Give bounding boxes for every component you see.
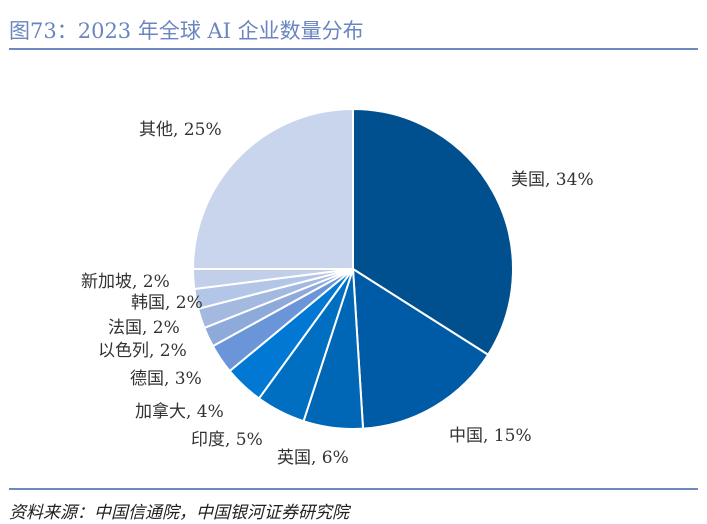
slice-label: 以色列, 2% bbox=[98, 341, 187, 361]
figure-title: 图73：2023 年全球 AI 企业数量分布 bbox=[9, 19, 364, 43]
slice-label: 英国, 6% bbox=[277, 448, 349, 468]
pie-slice-中国 bbox=[351, 267, 490, 430]
title-rule bbox=[9, 48, 698, 50]
slice-label: 法国, 2% bbox=[108, 318, 180, 338]
slice-label: 德国, 3% bbox=[130, 369, 202, 389]
slice-label: 其他, 25% bbox=[139, 120, 222, 140]
slice-label: 中国, 15% bbox=[449, 426, 532, 446]
pie-slice-其他 bbox=[191, 107, 354, 270]
slice-label: 新加坡, 2% bbox=[81, 272, 170, 292]
source-note: 资料来源：中国信通院，中国银河证券研究院 bbox=[9, 503, 349, 523]
source-rule bbox=[9, 488, 698, 490]
slice-label: 韩国, 2% bbox=[131, 293, 203, 313]
slice-label: 加拿大, 4% bbox=[135, 401, 224, 422]
slice-label: 印度, 5% bbox=[191, 430, 263, 450]
slice-label: 美国, 34% bbox=[511, 170, 594, 190]
